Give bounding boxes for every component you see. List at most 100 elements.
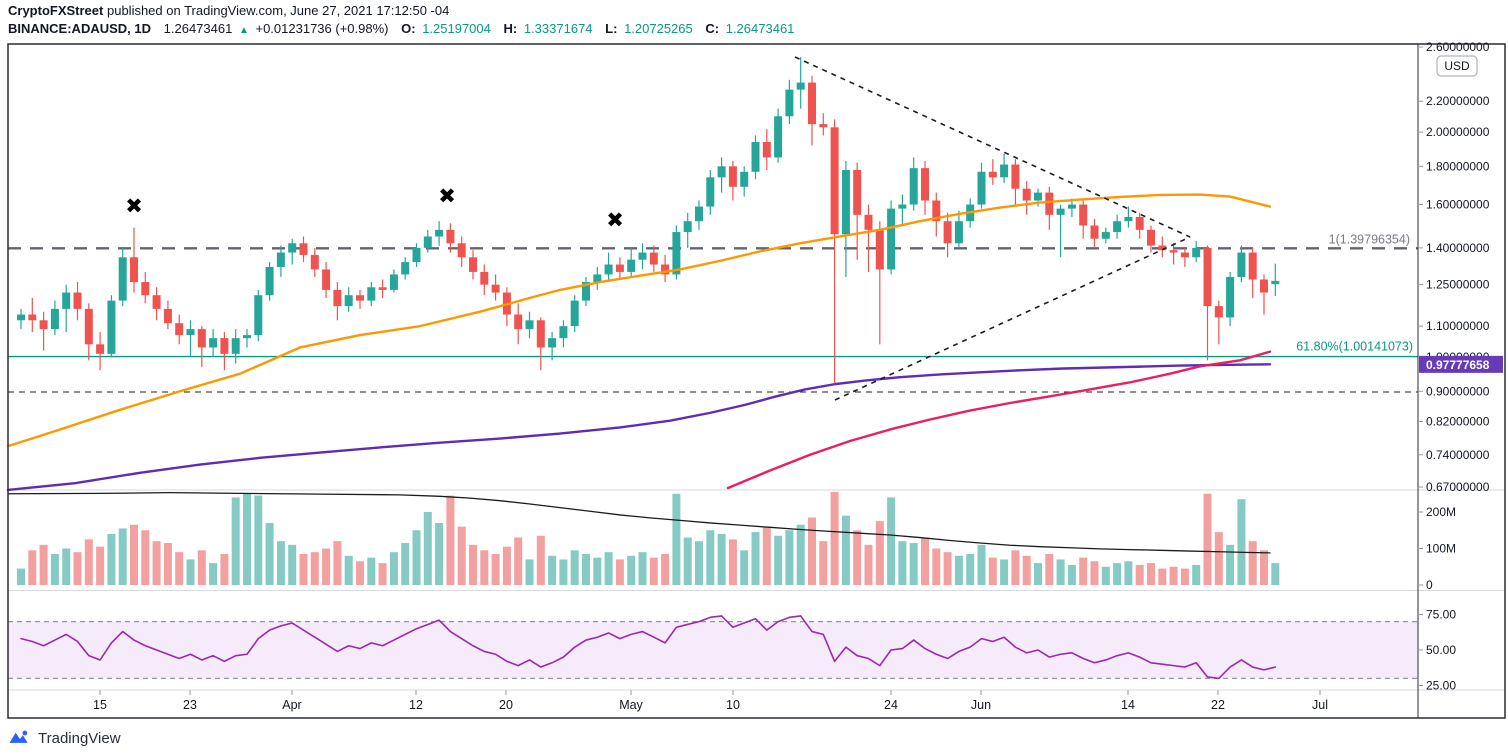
time-tick-label[interactable]: Jun [971, 698, 991, 712]
candle-body [1056, 208, 1065, 215]
price-tick-label[interactable]: 1.60000000 [1426, 198, 1490, 212]
volume-bar [1237, 499, 1246, 585]
candle-body [141, 282, 150, 296]
price-tick-label[interactable]: 2.00000000 [1426, 125, 1490, 139]
candle-body [220, 338, 229, 354]
volume-bar [536, 535, 545, 585]
candle-body [62, 292, 71, 309]
volume-bar [943, 552, 952, 585]
candle-body [435, 229, 444, 237]
time-tick-label[interactable]: May [619, 698, 643, 712]
time-tick-label[interactable]: 10 [726, 698, 740, 712]
candle-body [853, 169, 862, 215]
time-tick-label[interactable]: Apr [282, 698, 301, 712]
volume-bar [615, 559, 624, 585]
rsi-tick-label[interactable]: 25.00 [1426, 679, 1456, 693]
candle-body [96, 344, 105, 354]
tradingview-attribution[interactable]: TradingView [8, 727, 121, 750]
time-tick-label[interactable]: 24 [884, 698, 898, 712]
candle-body [1090, 225, 1099, 239]
price-tick-label[interactable]: 1.10000000 [1426, 319, 1490, 333]
volume-tick-label[interactable]: 100M [1426, 542, 1456, 556]
volume-bar [728, 539, 737, 585]
volume-bar [661, 553, 670, 585]
volume-bar [118, 528, 127, 585]
price-tick-label[interactable]: 0.67000000 [1426, 480, 1490, 494]
candle-body [898, 204, 907, 209]
price-tick-label[interactable]: 1.40000000 [1426, 241, 1490, 255]
candle-body [638, 252, 647, 260]
currency-button-box[interactable] [1436, 55, 1478, 77]
volume-bar [175, 552, 184, 585]
candle-body [830, 127, 839, 235]
candle-body [333, 289, 342, 307]
volume-bar [604, 552, 613, 585]
volume-bar [864, 544, 873, 585]
ma-pink-line [726, 350, 1272, 490]
volume-bar [1124, 561, 1133, 585]
volume-bar [423, 512, 432, 585]
volume-bar [1158, 568, 1167, 585]
price-tick-label[interactable]: 2.60000000 [1426, 40, 1490, 54]
candle-body [796, 82, 805, 90]
time-tick-label[interactable]: 12 [409, 698, 423, 712]
volume-bar [751, 532, 760, 585]
candle-body [491, 284, 500, 293]
candle-body [627, 259, 636, 272]
time-tick-label[interactable]: Jul [1312, 698, 1328, 712]
time-tick-label[interactable]: 15 [93, 698, 107, 712]
volume-bar [344, 555, 353, 585]
volume-bar [1034, 563, 1042, 585]
publisher-name: CryptoFXStreet [8, 3, 104, 18]
candle-body [762, 142, 771, 158]
x-cross-marker[interactable]: ✖ [125, 195, 143, 218]
price-tick-label[interactable]: 2.20000000 [1426, 94, 1490, 108]
currency-button-label[interactable]: USD [1444, 59, 1470, 73]
volume-bar [841, 515, 850, 585]
rsi-tick-label[interactable]: 75.00 [1426, 608, 1456, 622]
rsi-line [20, 615, 1277, 680]
volume-bar [457, 526, 466, 585]
price-tick-label[interactable]: 1.80000000 [1426, 159, 1490, 173]
candle-body [1248, 252, 1257, 280]
volume-bar [1011, 550, 1020, 585]
volume-tick-label[interactable]: 0 [1426, 578, 1433, 592]
price-tick-label[interactable]: 0.74000000 [1426, 448, 1490, 462]
x-cross-marker[interactable]: ✖ [438, 185, 456, 208]
time-tick-label[interactable]: 20 [499, 698, 513, 712]
volume-bar [559, 559, 568, 585]
volume-bar [322, 548, 331, 585]
candle-body [231, 338, 240, 354]
volume-bar [954, 555, 963, 585]
time-tick-label[interactable]: 23 [183, 698, 197, 712]
time-tick-label[interactable]: 14 [1121, 698, 1135, 712]
candle-body [728, 166, 737, 187]
candle-body [469, 257, 477, 272]
volume-bar [84, 539, 93, 585]
symbol-interval-label[interactable]: BINANCE:ADAUSD, 1D [8, 21, 152, 36]
volume-bar [28, 550, 37, 585]
volume-bar [333, 541, 342, 585]
candle-body [887, 208, 896, 270]
volume-bar [446, 495, 455, 585]
volume-bar [378, 563, 387, 585]
trendline-dashed[interactable] [794, 56, 1191, 238]
price-tick-label[interactable]: 0.90000000 [1426, 384, 1490, 398]
published-text: published on TradingView.com, June 27, 2… [106, 3, 450, 18]
candle-body [1192, 247, 1201, 258]
volume-bar [107, 533, 116, 585]
rsi-tick-label[interactable]: 50.00 [1426, 643, 1456, 657]
x-cross-marker[interactable]: ✖ [606, 209, 624, 232]
volume-tick-label[interactable]: 200M [1426, 505, 1456, 519]
currency-button[interactable]: USD [1436, 55, 1478, 77]
candle-body [322, 269, 331, 290]
volume-bar [209, 563, 218, 585]
price-tick-label[interactable]: 1.25000000 [1426, 278, 1490, 292]
candle-body [243, 335, 251, 339]
time-tick-label[interactable]: 22 [1211, 698, 1225, 712]
close-label: C: [705, 21, 720, 36]
volume-bar [717, 533, 726, 585]
volume-bar [1000, 559, 1009, 585]
price-tick-label[interactable]: 0.82000000 [1426, 414, 1490, 428]
